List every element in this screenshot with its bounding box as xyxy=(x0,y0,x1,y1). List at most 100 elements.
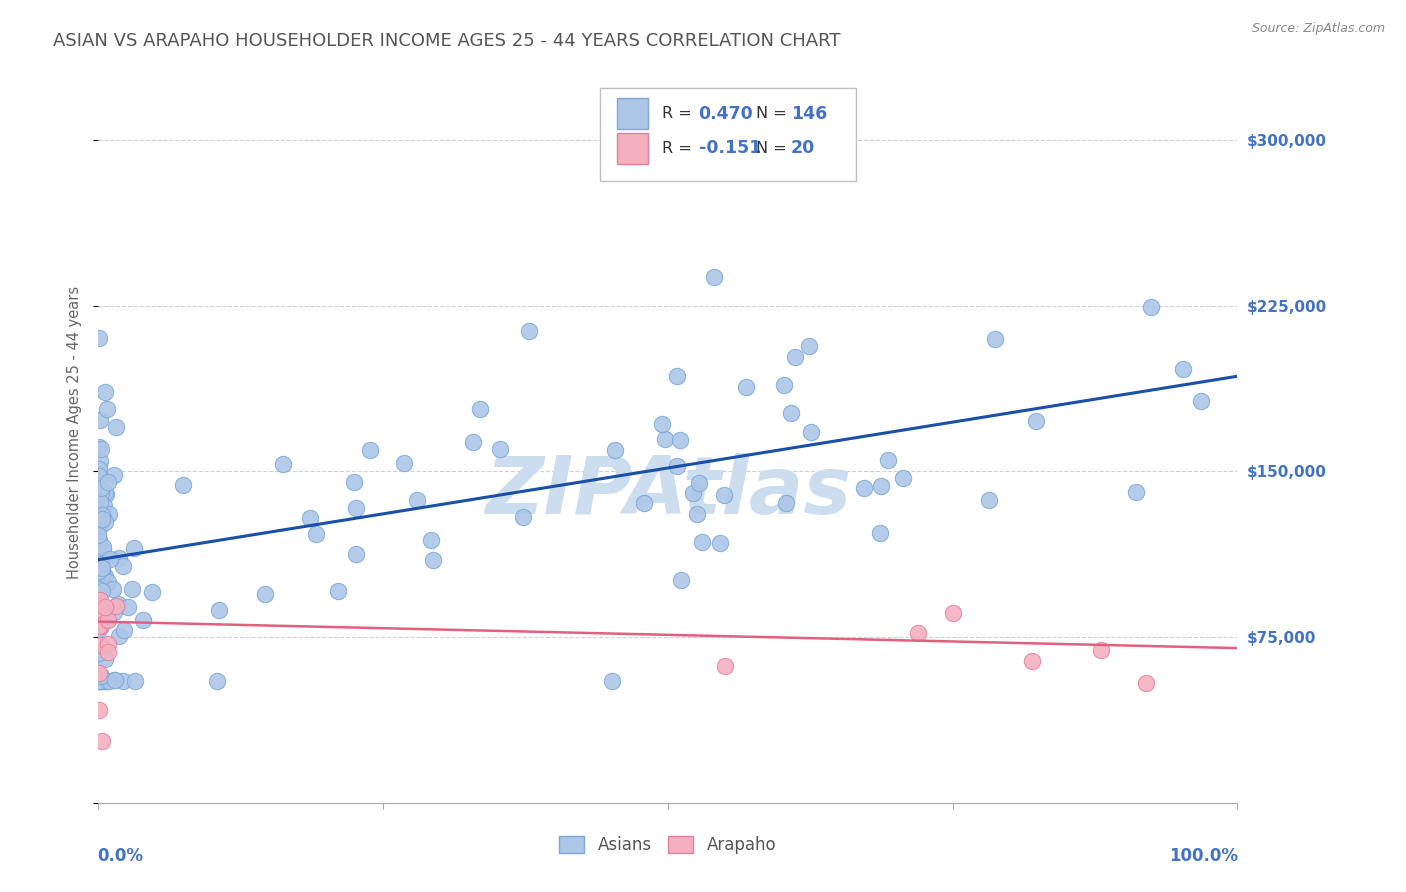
Point xyxy=(205,674,228,689)
Point xyxy=(870,479,893,493)
Text: -0.151: -0.151 xyxy=(699,139,761,157)
Point xyxy=(89,610,111,624)
Point xyxy=(90,674,112,689)
Point xyxy=(669,433,692,447)
Text: 100.0%: 100.0% xyxy=(1170,847,1239,865)
Point xyxy=(517,324,540,338)
Point xyxy=(1025,413,1047,427)
Text: R =: R = xyxy=(662,141,697,156)
Point xyxy=(91,559,114,574)
Point xyxy=(90,561,112,575)
Point xyxy=(89,331,111,345)
Point xyxy=(651,417,673,431)
Point xyxy=(91,508,114,522)
Point xyxy=(87,462,110,476)
Point xyxy=(103,673,125,687)
Point xyxy=(713,488,735,502)
Point xyxy=(117,599,139,614)
Point xyxy=(104,673,127,688)
Point xyxy=(91,611,114,625)
Point xyxy=(665,459,688,474)
Point xyxy=(94,486,117,500)
Point xyxy=(87,674,110,689)
Point xyxy=(91,612,114,626)
Point xyxy=(877,452,900,467)
Point xyxy=(90,512,112,526)
Point xyxy=(101,582,124,596)
Point xyxy=(97,637,120,651)
Point xyxy=(122,541,145,555)
Point xyxy=(172,478,194,492)
Point xyxy=(132,613,155,627)
Point xyxy=(773,378,796,392)
Point xyxy=(97,613,120,627)
Text: N =: N = xyxy=(755,106,792,121)
Point xyxy=(1171,362,1194,376)
Point xyxy=(799,339,821,353)
Point xyxy=(89,546,111,560)
Point xyxy=(253,587,276,601)
Point xyxy=(90,638,112,652)
Point xyxy=(665,369,688,384)
Point xyxy=(93,674,115,689)
Point xyxy=(669,573,692,587)
Point xyxy=(91,545,114,559)
Point xyxy=(94,599,117,614)
Point xyxy=(298,510,321,524)
Point xyxy=(87,503,110,517)
Point xyxy=(121,582,143,597)
Text: 0.0%: 0.0% xyxy=(97,847,143,865)
Point xyxy=(108,550,131,565)
Point xyxy=(343,475,366,489)
Point xyxy=(124,674,146,689)
Point xyxy=(89,508,111,522)
Point xyxy=(461,435,484,450)
Point xyxy=(87,579,110,593)
Text: 0.470: 0.470 xyxy=(699,104,754,122)
Point xyxy=(853,481,876,495)
Point xyxy=(87,618,110,632)
Point xyxy=(90,618,112,632)
Point xyxy=(891,471,914,485)
Point xyxy=(714,659,737,673)
Text: 20: 20 xyxy=(790,139,815,157)
Point xyxy=(1135,676,1157,690)
Point xyxy=(105,420,128,434)
Point xyxy=(90,674,112,689)
Point xyxy=(97,645,120,659)
Point xyxy=(89,593,111,607)
Point xyxy=(87,674,110,689)
Point xyxy=(942,606,965,620)
Point xyxy=(97,475,120,489)
Point xyxy=(90,549,112,563)
Point xyxy=(93,499,115,513)
Point xyxy=(304,526,326,541)
Point xyxy=(359,443,381,458)
Point xyxy=(90,609,112,624)
Point xyxy=(1090,642,1112,657)
Y-axis label: Householder Income Ages 25 - 44 years: Householder Income Ages 25 - 44 years xyxy=(67,286,83,579)
Point xyxy=(800,425,823,439)
Point xyxy=(692,534,714,549)
Point xyxy=(90,619,112,633)
Point xyxy=(96,674,118,689)
Point xyxy=(780,406,803,420)
Point xyxy=(420,533,443,547)
Point xyxy=(405,493,427,508)
Point xyxy=(87,619,110,633)
Point xyxy=(90,557,112,571)
Point xyxy=(87,517,110,532)
Point xyxy=(97,575,120,590)
Text: Source: ZipAtlas.com: Source: ZipAtlas.com xyxy=(1251,22,1385,36)
Point xyxy=(208,603,231,617)
Point xyxy=(105,599,128,613)
Point xyxy=(984,332,1007,346)
Point xyxy=(344,547,367,561)
Point xyxy=(489,442,512,457)
Point xyxy=(96,401,118,416)
Point xyxy=(91,511,114,525)
Point xyxy=(87,666,110,681)
Point xyxy=(1125,484,1147,499)
Point xyxy=(91,566,114,581)
Point xyxy=(344,501,367,516)
